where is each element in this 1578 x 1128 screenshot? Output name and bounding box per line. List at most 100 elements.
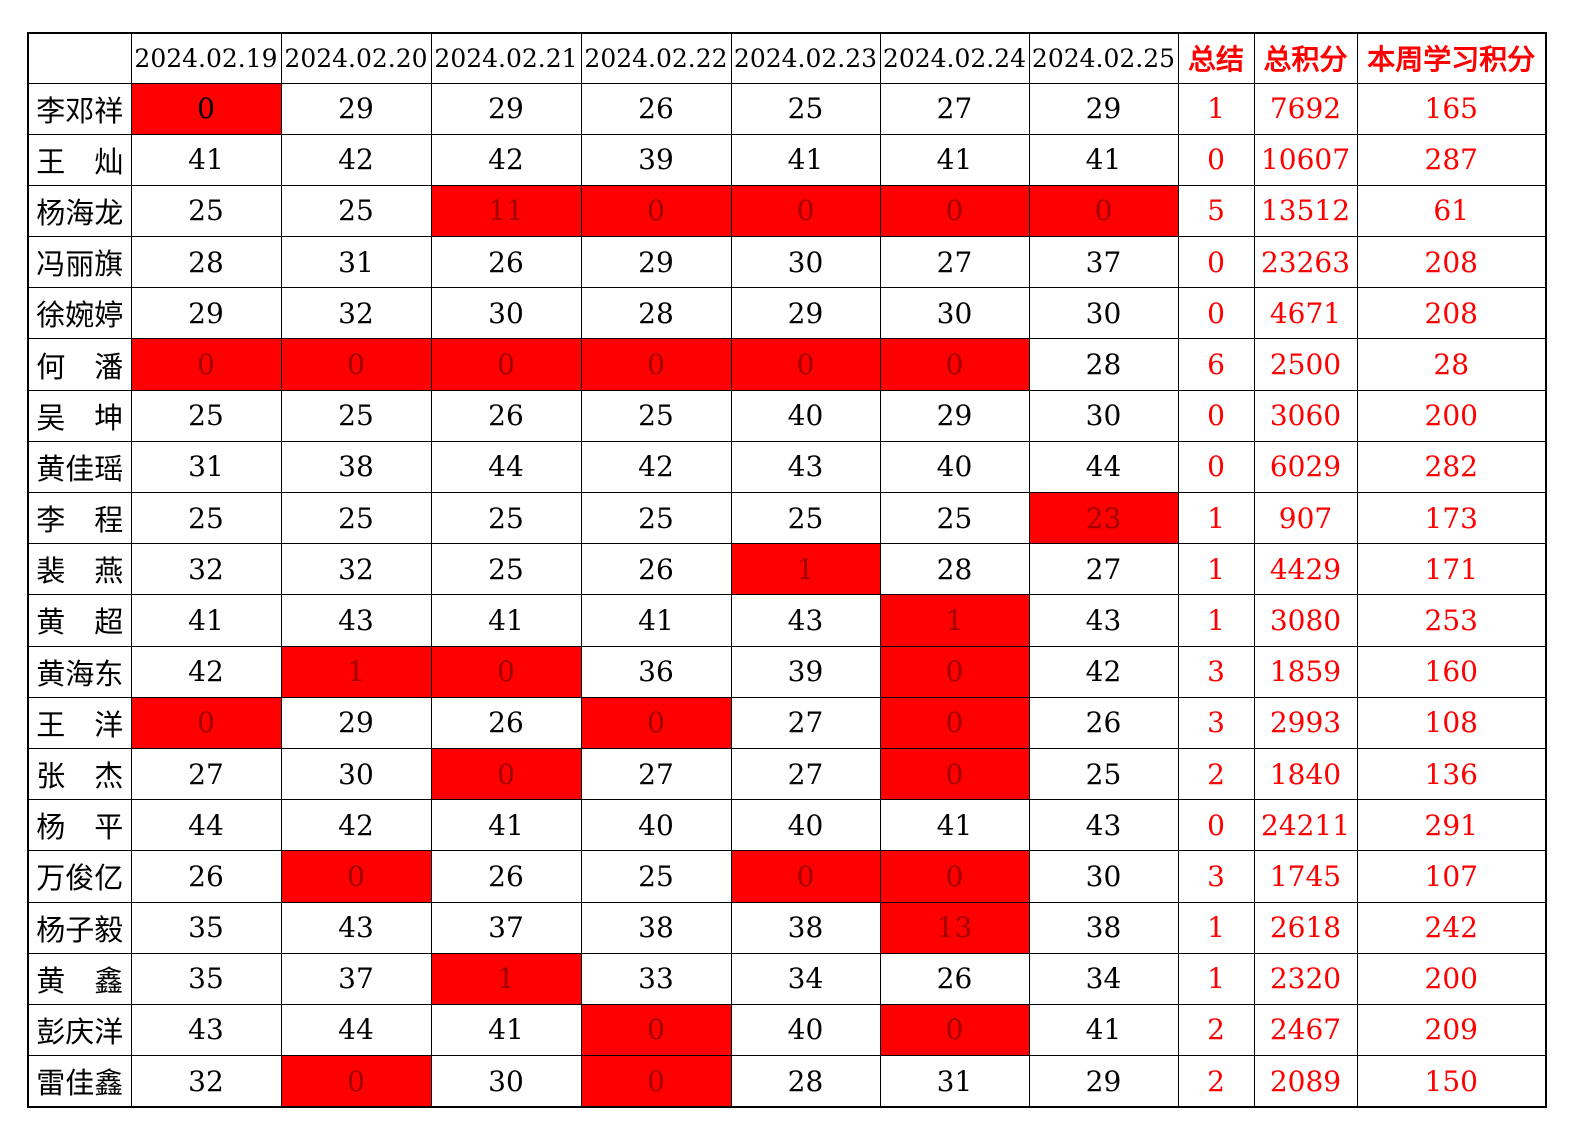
daily-score-cell: 26 — [580, 82, 732, 135]
daily-score-cell: 28 — [130, 236, 282, 289]
daily-score-cell: 38 — [580, 901, 732, 954]
student-row: 万俊亿 26 0 26 25 0 0 30 3 1745 107 — [27, 850, 1547, 903]
daily-score-cell: 26 — [1028, 696, 1179, 749]
daily-score-cell: 25 — [280, 389, 432, 442]
daily-score-cell: 30 — [879, 287, 1030, 340]
total-points-column-header: 总积分 — [1253, 32, 1358, 84]
corner-header-cell — [27, 32, 132, 84]
summary-count-cell: 0 — [1177, 236, 1255, 289]
weekly-study-points-cell: 171 — [1356, 543, 1547, 596]
daily-score-cell: 28 — [1028, 338, 1179, 391]
daily-score-cell: 0 — [730, 184, 881, 238]
daily-score-cell: 27 — [879, 82, 1030, 135]
total-points-cell: 6029 — [1253, 440, 1358, 494]
date-column-header: 2024.02.24 — [879, 32, 1030, 84]
summary-count-cell: 6 — [1177, 338, 1255, 391]
summary-count-cell: 1 — [1177, 82, 1255, 135]
daily-score-cell: 40 — [730, 1003, 881, 1057]
daily-score-cell: 40 — [580, 799, 732, 852]
summary-count-cell: 2 — [1177, 1055, 1255, 1108]
daily-score-cell: 43 — [1028, 799, 1179, 852]
weekly-study-points-cell: 287 — [1356, 133, 1547, 186]
student-name-cell: 黄海东 — [27, 645, 132, 698]
total-points-cell: 7692 — [1253, 82, 1358, 135]
daily-score-cell: 0 — [879, 1003, 1030, 1057]
daily-score-cell: 1 — [280, 645, 432, 698]
student-name-cell: 杨海龙 — [27, 184, 132, 238]
daily-score-cell: 25 — [580, 389, 732, 442]
daily-score-cell: 42 — [1028, 645, 1179, 698]
daily-score-cell: 32 — [280, 287, 432, 340]
daily-score-cell: 26 — [430, 850, 582, 903]
daily-score-cell: 32 — [280, 543, 432, 596]
summary-count-cell: 3 — [1177, 645, 1255, 698]
daily-score-cell: 30 — [1028, 850, 1179, 903]
student-name-cell: 张 杰 — [27, 747, 132, 801]
weekly-study-points-cell: 209 — [1356, 1003, 1547, 1057]
summary-count-cell: 2 — [1177, 747, 1255, 801]
daily-score-cell: 0 — [580, 1003, 732, 1057]
daily-score-cell: 28 — [580, 287, 732, 340]
daily-score-cell: 40 — [879, 440, 1030, 494]
daily-score-cell: 30 — [1028, 287, 1179, 340]
summary-count-cell: 1 — [1177, 901, 1255, 954]
student-name-cell: 彭庆洋 — [27, 1003, 132, 1057]
daily-score-cell: 26 — [430, 389, 582, 442]
daily-score-cell: 30 — [1028, 389, 1179, 442]
table-body: 李邓祥 0 29 29 26 25 27 29 1 7692 165 王 灿 41 42 42 39 41 41 4… — [27, 82, 1547, 1108]
daily-score-cell: 29 — [430, 82, 582, 135]
daily-score-cell: 0 — [280, 338, 432, 391]
student-name-cell: 王 灿 — [27, 133, 132, 186]
weekly-study-points-cell: 282 — [1356, 440, 1547, 494]
total-points-cell: 10607 — [1253, 133, 1358, 186]
student-row: 王 灿 41 42 42 39 41 41 41 0 10607 287 — [27, 133, 1547, 186]
weekly-study-points-column-header: 本周学习积分 — [1356, 32, 1547, 84]
daily-score-cell: 25 — [879, 491, 1030, 545]
daily-score-cell: 25 — [1028, 747, 1179, 801]
daily-score-cell: 0 — [280, 1055, 432, 1108]
daily-score-cell: 41 — [879, 133, 1030, 186]
daily-score-cell: 0 — [580, 1055, 732, 1108]
daily-score-cell: 34 — [1028, 952, 1179, 1005]
daily-score-cell: 41 — [430, 594, 582, 647]
weekly-study-points-cell: 150 — [1356, 1055, 1547, 1108]
total-points-cell: 3060 — [1253, 389, 1358, 442]
total-points-cell: 23263 — [1253, 236, 1358, 289]
daily-score-cell: 41 — [130, 594, 282, 647]
daily-score-cell: 0 — [730, 338, 881, 391]
student-name-cell: 李 程 — [27, 491, 132, 545]
daily-score-cell: 29 — [1028, 1055, 1179, 1108]
daily-score-cell: 29 — [280, 696, 432, 749]
daily-score-cell: 25 — [130, 491, 282, 545]
student-name-cell: 李邓祥 — [27, 82, 132, 135]
student-row: 徐婉婷 29 32 30 28 29 30 30 0 4671 208 — [27, 287, 1547, 340]
daily-score-cell: 23 — [1028, 491, 1179, 545]
student-row: 王 洋 0 29 26 0 27 0 26 3 2993 108 — [27, 696, 1547, 749]
daily-score-cell: 43 — [730, 440, 881, 494]
daily-score-cell: 39 — [730, 645, 881, 698]
daily-score-cell: 0 — [580, 184, 732, 238]
summary-count-cell: 0 — [1177, 287, 1255, 340]
daily-score-cell: 0 — [430, 338, 582, 391]
daily-score-cell: 13 — [879, 901, 1030, 954]
total-points-cell: 2320 — [1253, 952, 1358, 1005]
student-name-cell: 杨子毅 — [27, 901, 132, 954]
summary-count-cell: 0 — [1177, 389, 1255, 442]
date-column-header: 2024.02.22 — [580, 32, 732, 84]
daily-score-cell: 32 — [130, 1055, 282, 1108]
total-points-cell: 1840 — [1253, 747, 1358, 801]
daily-score-cell: 35 — [130, 952, 282, 1005]
student-name-cell: 何 潘 — [27, 338, 132, 391]
daily-score-cell: 36 — [580, 645, 732, 698]
daily-score-cell: 0 — [130, 82, 282, 135]
summary-count-cell: 1 — [1177, 543, 1255, 596]
daily-score-cell: 1 — [430, 952, 582, 1005]
daily-score-cell: 27 — [879, 236, 1030, 289]
daily-score-cell: 0 — [130, 338, 282, 391]
daily-score-cell: 33 — [580, 952, 732, 1005]
daily-score-cell: 43 — [280, 594, 432, 647]
weekly-study-points-cell: 160 — [1356, 645, 1547, 698]
student-name-cell: 黄 超 — [27, 594, 132, 647]
daily-score-cell: 30 — [730, 236, 881, 289]
daily-score-cell: 41 — [430, 1003, 582, 1057]
